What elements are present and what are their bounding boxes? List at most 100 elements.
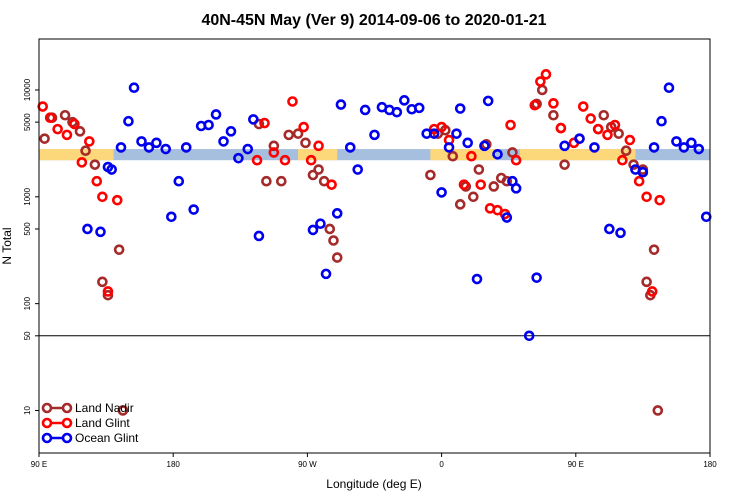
data-point [61,129,73,141]
data-point [89,159,101,170]
data-point [488,181,500,192]
data-point [482,95,494,107]
data-point [115,142,127,153]
data-point [615,227,626,239]
data-point [604,223,615,235]
ocean-mask-band [39,149,710,161]
data-point [69,118,80,130]
x-tick-label: 0 [439,460,444,469]
data-point [523,330,535,342]
data-point [510,154,522,166]
legend-label: Land Glint [75,416,130,430]
y-tick-label: 100 [23,296,32,310]
data-point [305,154,317,166]
legend-item: Land Nadir [41,401,134,415]
data-point [276,175,287,187]
data-point [225,126,237,137]
chart-title: 40N-45N May (Ver 9) 2014-09-06 to 2020-0… [201,12,546,29]
data-point [609,119,621,131]
data-point [298,121,309,133]
land-mask-segment [298,149,338,161]
data-point [428,128,440,139]
data-point [559,140,570,152]
data-point [436,187,447,198]
data-point [492,148,503,160]
data-point [466,150,477,162]
data-point [331,208,343,219]
y-tick-label: 5000 [23,113,32,131]
data-point [313,164,324,175]
y-axis: 10 50 100 500 1000 5000 10000 [23,78,39,415]
data-point [233,152,244,164]
data-point [352,164,364,175]
data-point [97,191,108,203]
data-point [654,194,665,206]
data-point [413,102,425,114]
data-point [602,129,613,141]
data-point [279,154,291,166]
data-point [261,175,272,187]
land-mask-segment [39,149,114,161]
data-point [74,126,86,137]
legend-item: Land Glint [41,416,130,430]
data-point [331,252,343,263]
data-point [335,99,347,110]
data-point [188,204,200,215]
data-point [613,128,624,139]
legend-marker [61,432,73,444]
data-point [123,115,134,127]
data-point [633,175,645,187]
data-point [678,142,690,153]
data-point [628,159,639,170]
data-point [454,199,466,210]
legend-marker [41,417,53,429]
data-point [443,142,455,153]
data-point [210,109,222,120]
data-point [648,244,660,255]
data-point [505,119,516,131]
data-point [574,133,585,144]
data-point [313,140,324,152]
series-land-glint [37,69,665,297]
data-point [292,128,304,139]
data-point [84,136,95,147]
land-mask-segment [519,149,636,161]
data-point [326,179,337,190]
y-tick-label: 50 [23,331,32,340]
x-tick-label: 90 W [298,460,317,469]
data-point [451,128,462,139]
data-point [454,103,466,114]
y-tick-label: 500 [23,222,32,236]
y-tick-label: 10000 [23,78,32,101]
data-point [577,101,589,112]
data-point [479,140,490,152]
data-point [320,268,332,280]
data-point [359,104,371,116]
data-point [128,82,140,94]
legend-marker [41,402,53,414]
data-point [641,191,652,203]
data-point [548,109,559,121]
data-points [37,69,712,416]
data-point [531,272,542,283]
x-tick-label: 90 E [568,460,584,469]
data-point [399,95,410,106]
data-point [180,142,192,153]
data-point [548,98,559,109]
data-point [248,114,259,125]
data-point [268,140,280,152]
data-point [117,405,129,416]
data-point [648,142,660,153]
data-point [52,123,63,135]
data-point [39,133,50,144]
data-point [136,136,147,147]
x-tick-label: 90 E [31,460,47,469]
data-point [203,119,214,131]
data-point [620,145,632,157]
data-point [80,145,91,157]
series-ocean-glint [82,82,712,342]
data-point [589,142,600,153]
data-point [76,157,88,168]
data-point [686,137,697,149]
